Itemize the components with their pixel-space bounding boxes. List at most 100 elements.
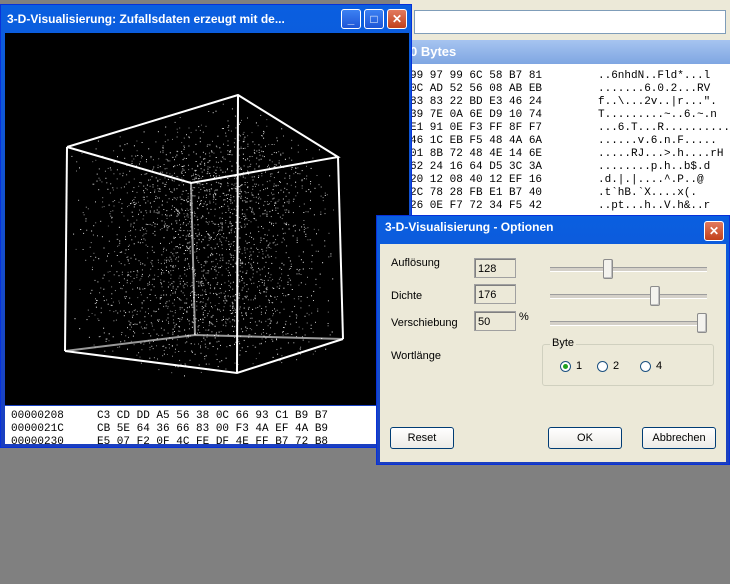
data-point <box>199 137 201 139</box>
data-point <box>295 195 297 197</box>
data-point <box>288 157 290 159</box>
close-button[interactable]: ✕ <box>387 9 407 29</box>
data-point <box>184 259 186 261</box>
data-point <box>285 320 287 322</box>
hex-dump-panel[interactable]: 00000208 C3 CD DD A5 56 38 0C 66 93 C1 B9… <box>5 406 409 444</box>
data-point <box>308 314 310 316</box>
data-point <box>217 135 219 137</box>
data-point <box>275 251 277 252</box>
data-point <box>208 329 210 331</box>
data-point <box>160 282 162 284</box>
byte-2-radio[interactable] <box>597 361 608 372</box>
reset-button[interactable]: Reset <box>390 427 454 449</box>
data-point <box>151 284 153 286</box>
data-point <box>234 309 236 311</box>
data-point <box>303 178 305 180</box>
resolution-slider-thumb[interactable] <box>603 259 613 279</box>
data-point <box>200 284 202 286</box>
data-point <box>273 185 275 187</box>
data-point <box>243 339 245 341</box>
data-point <box>92 161 94 163</box>
data-point <box>260 279 262 280</box>
data-point <box>176 164 178 166</box>
shift-slider-track[interactable] <box>550 321 707 326</box>
hex-editor-content[interactable]: 99 97 99 6C 58 B7 81 ..6nhdN..Fld*...l 0C… <box>400 64 730 364</box>
dialog-close-button[interactable]: ✕ <box>704 221 724 241</box>
data-point <box>123 278 125 280</box>
data-point <box>204 158 206 160</box>
data-point <box>140 182 142 184</box>
data-point <box>144 316 146 318</box>
data-point <box>232 306 234 308</box>
byte-4-radio[interactable] <box>640 361 651 372</box>
data-point <box>232 305 234 307</box>
data-point <box>261 308 263 309</box>
data-point <box>297 144 299 146</box>
hex-editor-toolbar <box>400 0 730 41</box>
data-point <box>209 202 211 204</box>
data-point <box>197 294 199 296</box>
data-point <box>125 296 127 298</box>
data-point <box>223 319 224 320</box>
ok-button[interactable]: OK <box>548 427 622 449</box>
data-point <box>133 204 135 206</box>
data-point <box>230 296 231 298</box>
data-point <box>331 331 333 333</box>
data-point <box>205 204 207 206</box>
data-point <box>201 280 203 282</box>
data-point <box>217 263 218 265</box>
data-point <box>123 310 125 312</box>
data-point <box>271 222 273 224</box>
data-point <box>276 322 278 324</box>
data-point <box>236 162 237 164</box>
minimize-button[interactable]: _ <box>341 9 361 29</box>
data-point <box>204 247 206 249</box>
data-point <box>197 326 199 328</box>
data-point <box>213 177 215 178</box>
data-point <box>266 214 268 216</box>
data-point <box>288 210 290 212</box>
data-point <box>128 274 130 276</box>
3d-visualization-canvas[interactable] <box>5 33 409 405</box>
data-point <box>172 199 174 201</box>
data-point <box>89 246 91 248</box>
data-point <box>169 188 170 190</box>
data-point <box>176 154 178 156</box>
data-point <box>239 122 241 124</box>
data-point <box>304 315 306 317</box>
data-point <box>105 338 107 340</box>
data-point <box>166 354 168 355</box>
data-point <box>110 183 112 185</box>
data-point <box>212 314 214 316</box>
data-point <box>254 168 256 170</box>
data-point <box>265 188 266 190</box>
resolution-slider-track[interactable] <box>550 267 707 272</box>
data-point <box>87 208 89 210</box>
data-point <box>240 185 242 187</box>
data-point <box>228 232 230 233</box>
data-point <box>185 258 186 260</box>
data-point <box>186 134 187 136</box>
data-point <box>130 322 132 324</box>
data-point <box>284 177 286 179</box>
data-point <box>204 316 206 318</box>
data-point <box>318 149 320 151</box>
data-point <box>324 213 326 215</box>
maximize-button[interactable]: □ <box>364 9 384 29</box>
data-point <box>133 330 134 332</box>
data-point <box>194 269 196 271</box>
data-point <box>315 321 316 323</box>
data-point <box>188 164 189 166</box>
byte-1-radio[interactable] <box>560 361 571 372</box>
cancel-button[interactable]: Abbrechen <box>642 427 716 449</box>
data-point <box>295 321 297 323</box>
data-point <box>271 173 273 175</box>
density-slider-track[interactable] <box>550 294 707 299</box>
shift-slider-thumb[interactable] <box>697 313 707 333</box>
data-point <box>179 117 181 118</box>
data-point <box>225 368 227 370</box>
hex-editor-address-field[interactable] <box>414 10 726 34</box>
data-point <box>233 307 235 309</box>
data-point <box>216 341 218 343</box>
density-slider-thumb[interactable] <box>650 286 660 306</box>
